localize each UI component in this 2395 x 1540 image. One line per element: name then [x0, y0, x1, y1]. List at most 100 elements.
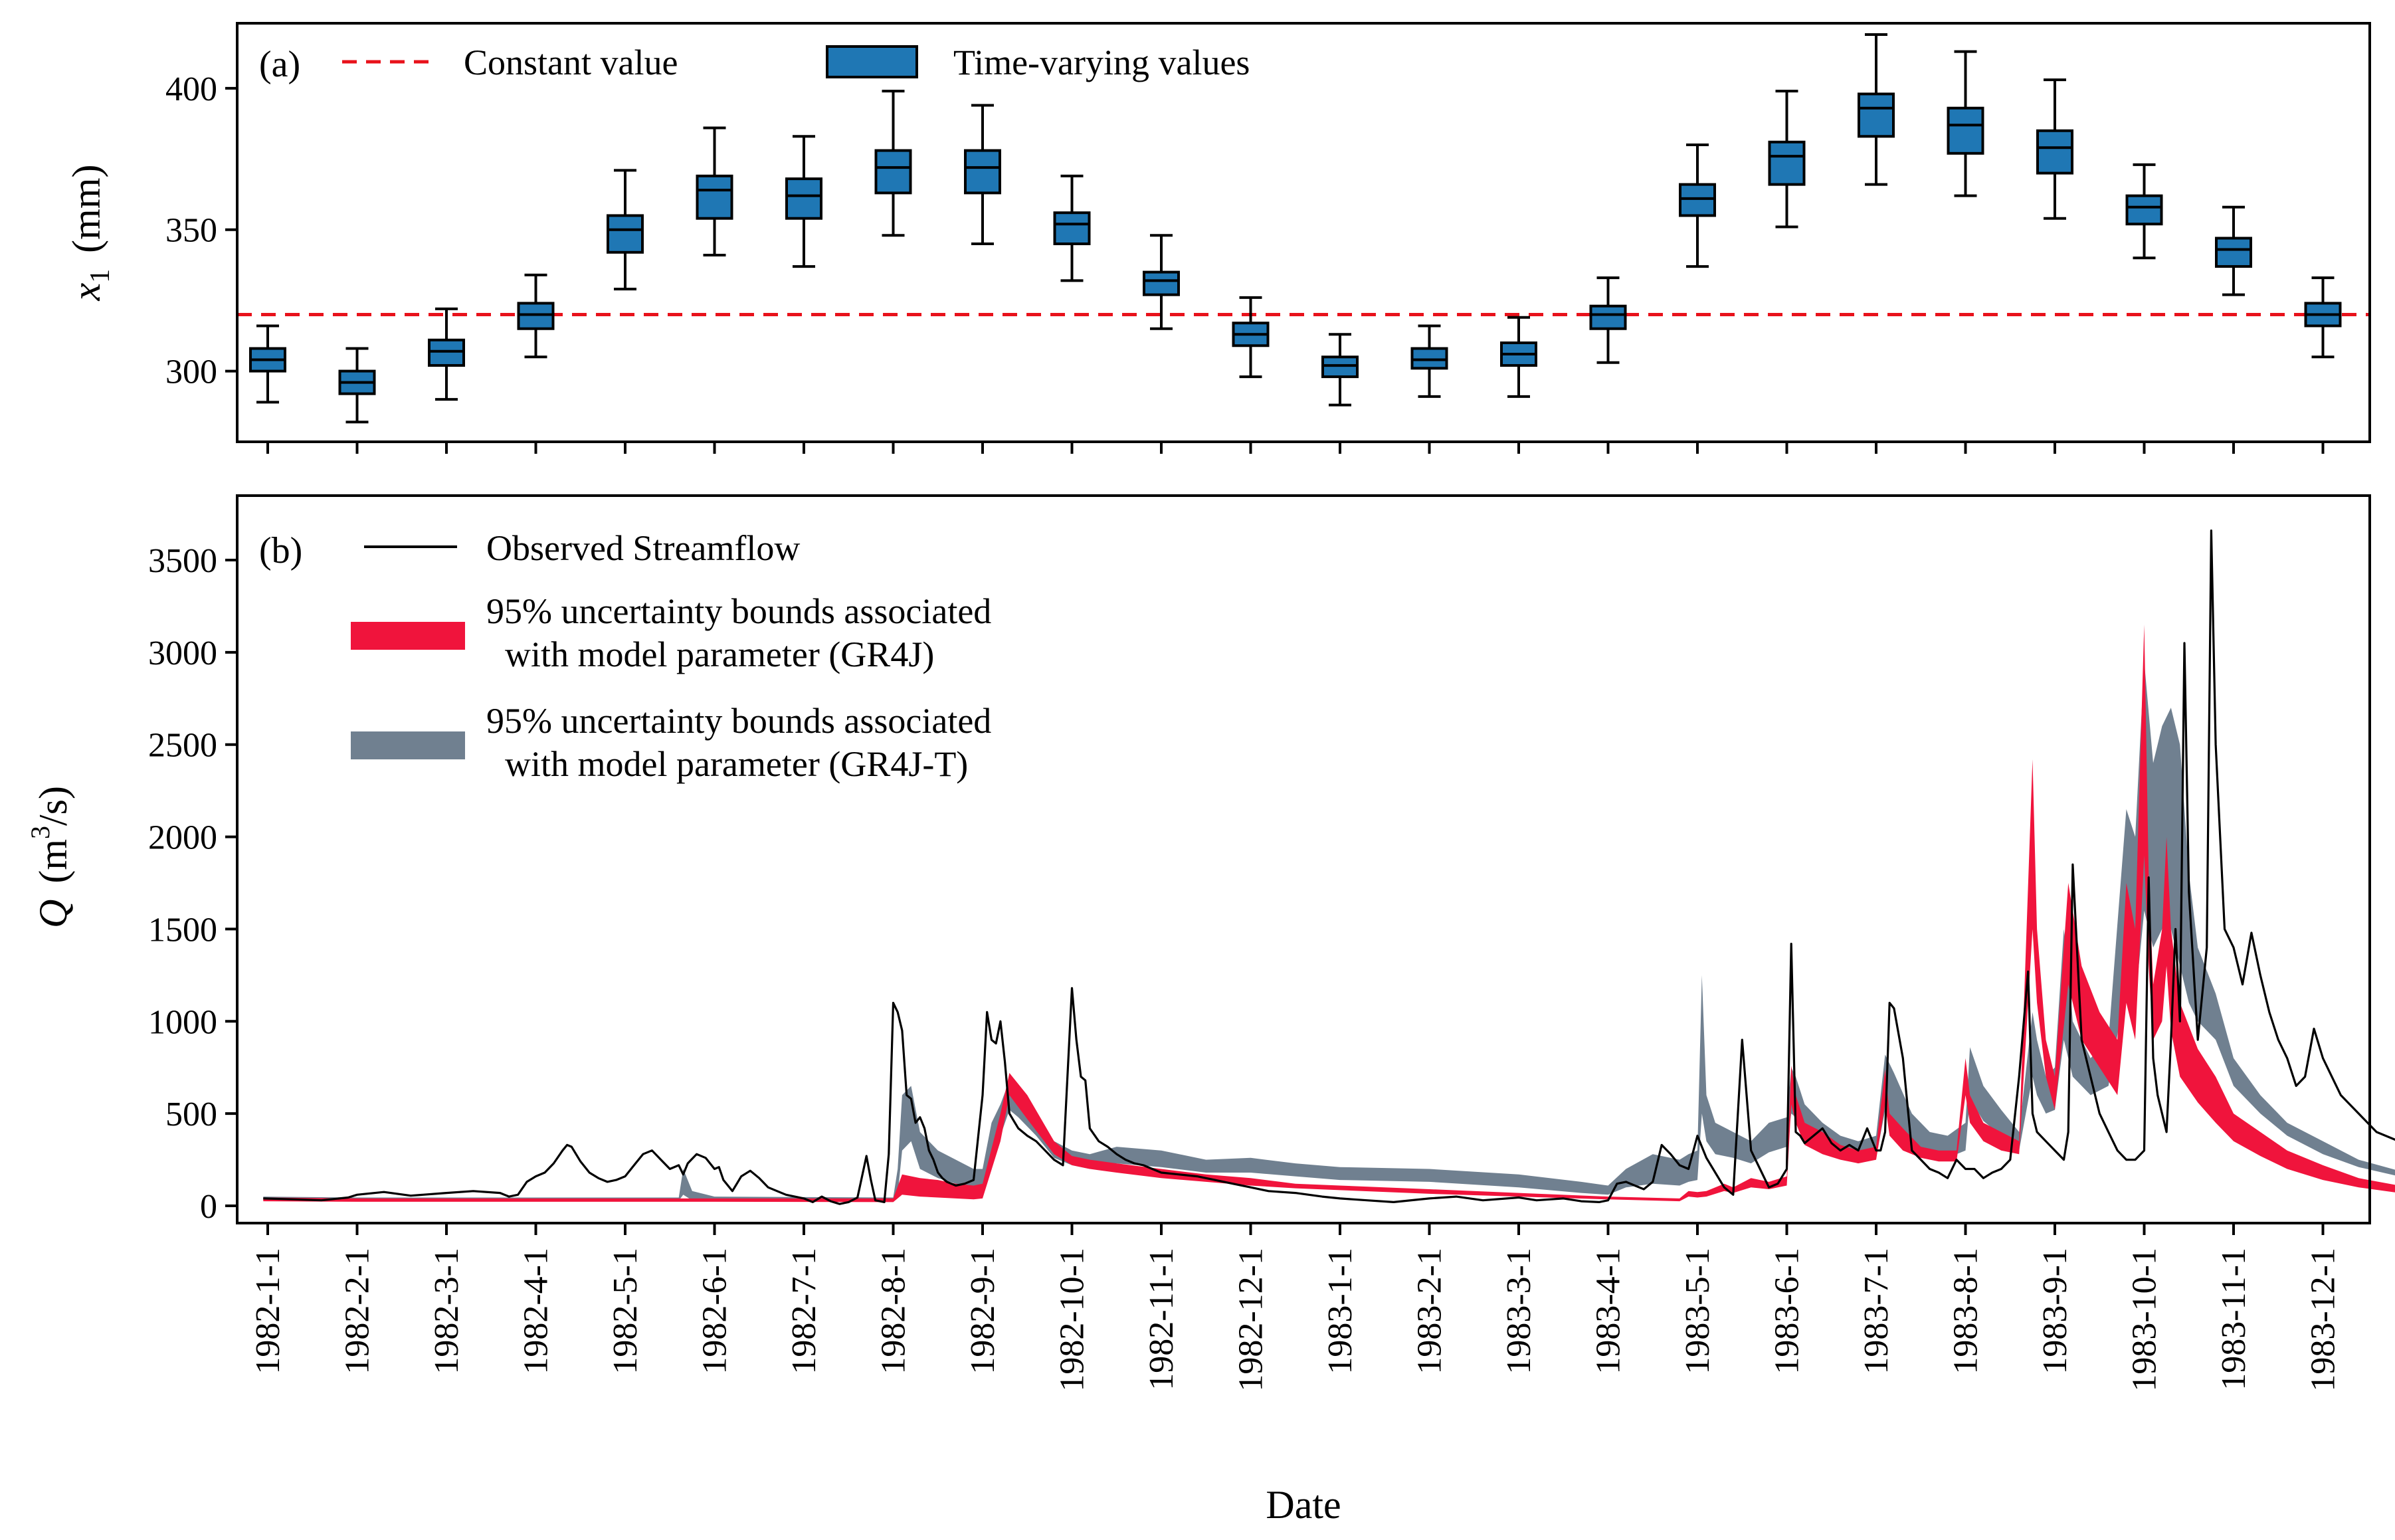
- box-1983-1-1: [1321, 333, 1359, 407]
- box-iqr: [1410, 347, 1448, 370]
- panel-b-frame: [236, 494, 2371, 1224]
- date-label-1982-5-1: 1982-5-1: [607, 1248, 644, 1375]
- date-label-1982-10-1: 1982-10-1: [1054, 1248, 1092, 1392]
- box-1983-12-1: [2304, 276, 2342, 359]
- box-iqr: [607, 214, 644, 254]
- observed-streamflow-line: [263, 529, 2395, 1205]
- date-label-1982-6-1: 1982-6-1: [696, 1248, 734, 1375]
- date-label-1983-4-1: 1983-4-1: [1590, 1248, 1628, 1375]
- box-iqr: [1679, 183, 1716, 217]
- date-label-1983-7-1: 1983-7-1: [1858, 1248, 1895, 1375]
- panel-b-y-tick-label: 1500: [148, 911, 217, 949]
- box-iqr: [1143, 270, 1180, 296]
- panel-b-y-tick-label: 2500: [148, 727, 217, 765]
- box-iqr: [1858, 92, 1895, 138]
- box-iqr: [517, 302, 555, 330]
- box-1983-11-1: [2215, 205, 2252, 296]
- box-1983-2-1: [1410, 324, 1448, 398]
- box-iqr: [874, 149, 912, 195]
- y-unit-exponent: 3: [25, 826, 55, 839]
- box-1982-6-1: [696, 126, 733, 257]
- box-1983-4-1: [1589, 276, 1627, 364]
- panel-b-y-tick-label: 1000: [148, 1003, 217, 1041]
- panel-a-y-tick-label: 300: [165, 353, 217, 391]
- panel-a-label: (a): [259, 44, 300, 85]
- box-iqr: [1321, 355, 1359, 379]
- legend-gr4jt-label-line2: with model parameter (GR4J-T): [505, 744, 968, 784]
- box-1983-3-1: [1500, 316, 1537, 398]
- panel-a-y-axis-title: x1 (mm): [64, 165, 116, 302]
- box-1982-7-1: [785, 135, 822, 268]
- box-1982-11-1: [1143, 234, 1180, 330]
- y-subscript: 1: [85, 269, 116, 283]
- x-date-labels: 1982-1-1 1982-2-1 1982-3-1 1982-4-1 1982-5-1…: [249, 1248, 2343, 1392]
- panel-b-y-tick-label: 0: [200, 1188, 217, 1226]
- box-iqr: [964, 149, 1001, 195]
- legend-observed-label: Observed Streamflow: [486, 528, 800, 568]
- legend-gr4jt-label-line1: 95% uncertainty bounds associated: [486, 701, 991, 741]
- date-label-1982-11-1: 1982-11-1: [1143, 1248, 1181, 1391]
- box-iqr: [428, 338, 465, 367]
- panel-b-streamflow: 0 500 1000 1500 2000 2500 3000 3500 (b) Observe…: [25, 494, 2395, 1235]
- panel-b-y-tick-label: 3000: [148, 634, 217, 672]
- box-iqr: [1768, 140, 1806, 186]
- panel-a-legend: Constant value Time-varying values: [342, 43, 1250, 82]
- date-label-1983-2-1: 1983-2-1: [1411, 1248, 1449, 1375]
- date-label-1983-10-1: 1983-10-1: [2126, 1248, 2164, 1392]
- y-symbol-q: Q: [31, 900, 75, 928]
- date-label-1983-11-1: 1983-11-1: [2215, 1248, 2253, 1391]
- box-iqr: [1947, 106, 1984, 155]
- panel-a-y-tick-label: 400: [165, 70, 217, 108]
- date-label-1983-9-1: 1983-9-1: [2036, 1248, 2074, 1375]
- box-1982-2-1: [338, 347, 376, 424]
- box-1983-5-1: [1679, 144, 1716, 268]
- box-1982-10-1: [1053, 174, 1091, 282]
- box-iqr: [785, 177, 822, 220]
- box-1982-5-1: [607, 169, 644, 291]
- legend-gr4jt-swatch: [351, 731, 465, 759]
- x-axis-title: Date: [1266, 1483, 1341, 1527]
- box-1983-10-1: [2125, 163, 2163, 260]
- date-label-1982-7-1: 1982-7-1: [785, 1248, 823, 1375]
- box-1983-9-1: [2036, 78, 2073, 220]
- date-label-1982-8-1: 1982-8-1: [875, 1248, 913, 1375]
- date-label-1982-4-1: 1982-4-1: [518, 1248, 555, 1375]
- legend-boxes-label: Time-varying values: [953, 43, 1250, 82]
- date-label-1982-2-1: 1982-2-1: [339, 1248, 377, 1375]
- box-iqr: [2125, 194, 2163, 226]
- date-label-1982-9-1: 1982-9-1: [964, 1248, 1002, 1375]
- box-iqr: [1589, 304, 1627, 330]
- date-label-1983-3-1: 1983-3-1: [1500, 1248, 1538, 1375]
- box-1982-1-1: [249, 324, 286, 404]
- date-label-1983-12-1: 1983-12-1: [2305, 1248, 2343, 1392]
- y-symbol-x: x: [64, 282, 108, 301]
- date-label-1982-1-1: 1982-1-1: [249, 1248, 287, 1375]
- legend-gr4j-swatch: [351, 622, 465, 650]
- box-1983-7-1: [1858, 33, 1895, 186]
- panel-a-frame: [236, 22, 2371, 443]
- box-iqr: [2215, 237, 2252, 268]
- panel-b-label: (b): [259, 530, 302, 571]
- panel-b-legend: Observed Streamflow 95% uncertainty boun…: [351, 528, 991, 784]
- panel-b-y-axis-title: Q (m3/s): [25, 786, 75, 928]
- box-iqr: [1053, 211, 1091, 246]
- legend-boxes-swatch: [826, 45, 918, 78]
- box-iqr: [696, 174, 733, 220]
- date-label-1983-5-1: 1983-5-1: [1679, 1248, 1717, 1375]
- box-1982-9-1: [964, 104, 1001, 246]
- box-1983-6-1: [1768, 90, 1806, 229]
- panel-b-y-tick-label: 3500: [148, 542, 217, 580]
- legend-constant-label: Constant value: [464, 43, 678, 82]
- date-label-1983-6-1: 1983-6-1: [1769, 1248, 1806, 1375]
- panel-b-y-tick-label: 500: [165, 1096, 217, 1133]
- box-1983-8-1: [1947, 50, 1984, 197]
- y-unit-mm: (mm): [64, 165, 108, 253]
- date-label-1982-3-1: 1982-3-1: [428, 1248, 466, 1375]
- panel-b-y-tick-label: 2000: [148, 819, 217, 857]
- date-label-1983-8-1: 1983-8-1: [1947, 1248, 1985, 1375]
- box-1982-4-1: [517, 273, 555, 359]
- legend-gr4j-label-line1: 95% uncertainty bounds associated: [486, 591, 991, 631]
- legend-gr4j-label-line2: with model parameter (GR4J): [505, 634, 934, 674]
- panel-a-box-plot: 300 350 400 (a) Constant value Time-varyin…: [64, 22, 2371, 454]
